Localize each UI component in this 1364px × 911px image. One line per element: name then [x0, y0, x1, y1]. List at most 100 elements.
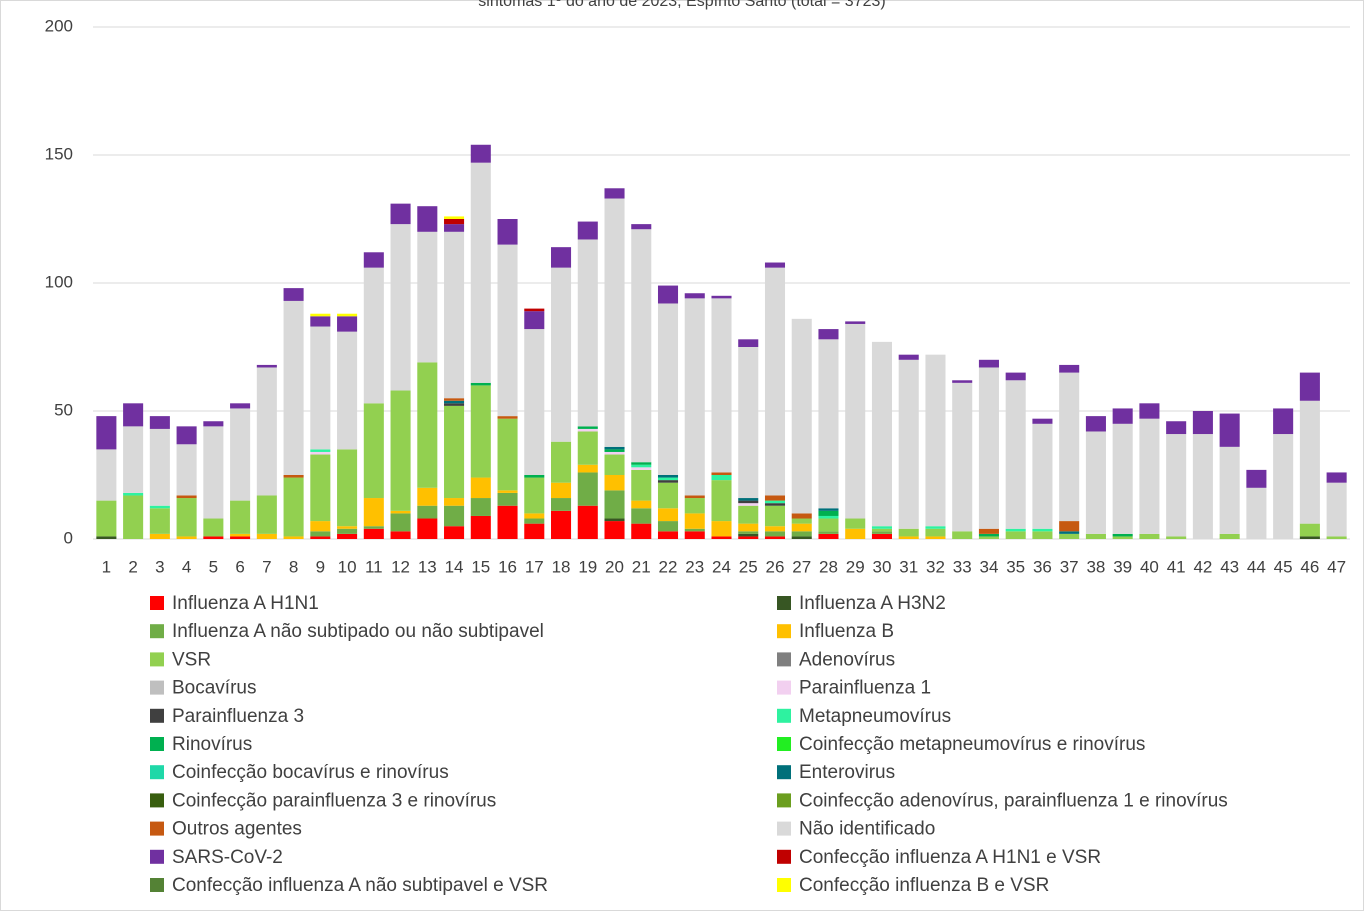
bar-segment [1219, 533, 1240, 539]
bar-segment [470, 144, 491, 163]
bar-segment [818, 508, 839, 511]
bar-segment [1032, 423, 1053, 529]
bar-segment [1219, 446, 1240, 534]
bar-segment [818, 518, 839, 532]
bar-segment [818, 329, 839, 340]
bar-segment [657, 521, 679, 532]
bar-segment [337, 313, 358, 317]
bar-segment [96, 449, 117, 501]
bar-segment [711, 521, 732, 537]
x-tick-label: 2 [128, 557, 137, 576]
x-tick-label: 43 [1220, 557, 1239, 576]
bar-segment [1032, 531, 1053, 539]
bar-segment [149, 508, 170, 534]
bar-segment [764, 503, 786, 506]
bar-segment [444, 216, 465, 219]
bar-segment [390, 390, 411, 511]
bar-segment [604, 198, 625, 447]
bar-segment [1273, 434, 1294, 539]
bar-segment [149, 505, 170, 509]
bar-segment [390, 510, 411, 514]
bar-segment [310, 531, 331, 537]
bar-segment [1059, 533, 1080, 539]
bar-segment [631, 508, 652, 524]
legend-label: Adenovírus [799, 649, 895, 670]
bar-segment [657, 303, 679, 475]
x-tick-label: 28 [819, 557, 838, 576]
bar-segment [96, 416, 117, 450]
bar-segment [764, 531, 786, 537]
bar-segment [764, 495, 786, 501]
x-tick-label: 34 [979, 557, 998, 576]
bar-segment [711, 480, 732, 522]
bar-segment [203, 518, 224, 537]
bar-segment [1139, 533, 1160, 539]
bar-segment [711, 298, 732, 473]
bar-segment [1005, 372, 1026, 381]
bar-segment [1085, 431, 1106, 534]
bar-segment [898, 354, 919, 360]
bar-segment [1085, 533, 1106, 539]
legend-label: Parainfluenza 3 [172, 706, 304, 727]
bar-segment [444, 398, 465, 401]
x-tick-label: 45 [1274, 557, 1293, 576]
legend-swatch [150, 878, 164, 892]
bar-segment [256, 533, 277, 539]
bar-segment [898, 528, 919, 537]
bar-segment [1032, 418, 1053, 424]
bar-segment [497, 244, 518, 417]
bar-segment [123, 403, 144, 427]
bar-segment [845, 518, 866, 529]
bar-segment [444, 405, 465, 499]
bar-segment [524, 513, 545, 519]
bar-segment [604, 446, 625, 450]
bar-segment [310, 313, 331, 317]
legend-label: Influenza A H1N1 [172, 593, 319, 614]
bar-segment [657, 475, 679, 478]
bar-segment [684, 528, 705, 532]
bar-segment [1112, 423, 1133, 534]
bar-segment [337, 316, 358, 332]
bar-segment [978, 536, 999, 539]
bar-segment [497, 416, 518, 419]
bar-segment [631, 229, 652, 463]
bar-segment [470, 477, 491, 499]
bar-segment [524, 475, 545, 478]
bar-segment [978, 359, 999, 368]
legend-swatch [777, 652, 791, 667]
bar-segment [604, 518, 625, 522]
bar-segment [1005, 380, 1026, 529]
bar-segment [978, 367, 999, 529]
bar-segment [283, 475, 304, 478]
bar-segment [871, 533, 892, 539]
bar-segment [176, 444, 197, 496]
x-tick-label: 36 [1033, 557, 1052, 576]
bar-segment [230, 403, 251, 409]
x-tick-label: 25 [739, 557, 758, 576]
legend-label: Influenza A não subtipado ou não subtipa… [172, 621, 544, 642]
bar-segment [738, 523, 759, 532]
x-tick-label: 31 [899, 557, 918, 576]
bar-segment [738, 498, 759, 501]
bar-segment [444, 400, 465, 404]
bar-segment [524, 311, 545, 330]
x-tick-label: 5 [209, 557, 218, 576]
bar-segment [551, 498, 572, 511]
bar-segment [791, 531, 812, 537]
bar-segment [818, 533, 839, 539]
bar-segment [283, 300, 304, 475]
bar-segment [925, 528, 946, 537]
bar-segment [845, 528, 866, 539]
bar-segment [577, 428, 598, 432]
bar-segment [1166, 421, 1187, 435]
bar-segment [898, 359, 919, 529]
bar-segment [791, 523, 812, 532]
bar-segment [657, 480, 679, 483]
bar-segment [363, 528, 384, 539]
x-tick-label: 18 [552, 557, 571, 576]
bar-segment [497, 219, 518, 245]
bar-segment [390, 224, 411, 391]
x-tick-label: 41 [1167, 557, 1186, 576]
bar-segment [551, 441, 572, 483]
legend-label: Coinfecção metapneumovírus e rinovírus [799, 734, 1145, 755]
